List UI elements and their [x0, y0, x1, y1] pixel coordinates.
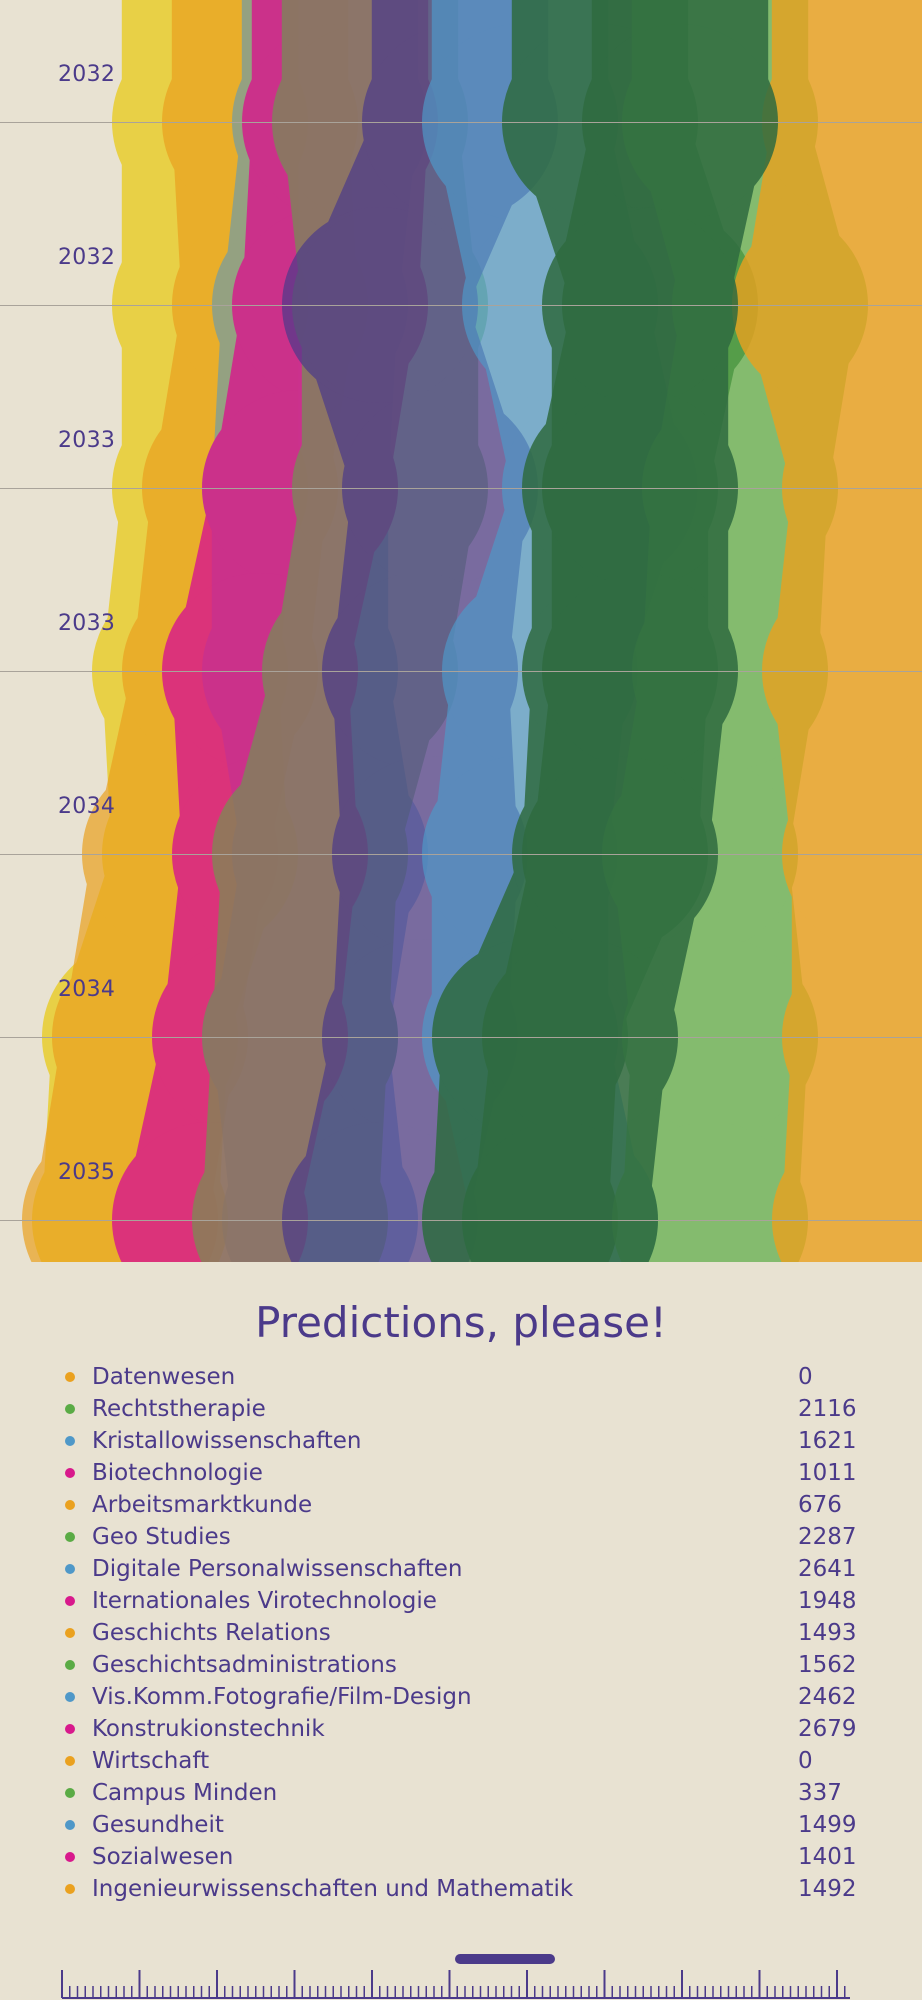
legend-value: 1499 — [798, 1812, 857, 1838]
legend-item[interactable]: Konstrukionstechnik 2679 — [60, 1714, 860, 1746]
legend-dot-icon — [65, 1884, 75, 1894]
legend-value: 0 — [798, 1748, 813, 1774]
grid-line — [0, 122, 922, 123]
legend-item[interactable]: Wirtschaft 0 — [60, 1746, 860, 1778]
legend-value: 1401 — [798, 1844, 857, 1870]
legend-dot-icon — [65, 1596, 75, 1606]
legend-value: 2462 — [798, 1684, 857, 1710]
legend-label: Iternationales Virotechnologie — [92, 1588, 437, 1614]
stream-svg — [22, 0, 922, 1262]
legend-value: 2641 — [798, 1556, 857, 1582]
year-label: 2033 — [58, 428, 116, 453]
year-label: 2033 — [58, 611, 116, 636]
legend-label: Datenwesen — [92, 1364, 236, 1390]
legend-dot-icon — [65, 1404, 75, 1414]
legend-value: 1948 — [798, 1588, 857, 1614]
legend-item[interactable]: Vis.Komm.Fotografie/Film-Design 2462 — [60, 1682, 860, 1714]
year-label: 2034 — [58, 794, 116, 819]
legend-label: Sozialwesen — [92, 1844, 234, 1870]
year-label: 2032 — [58, 245, 116, 270]
legend-dot-icon — [65, 1820, 75, 1830]
year-label: 2035 — [58, 1160, 116, 1185]
legend-label: Ingenieurwissenschaften und Mathematik — [92, 1876, 574, 1902]
legend-label: Wirtschaft — [92, 1748, 210, 1774]
legend-item[interactable]: Ingenieurwissenschaften und Mathematik 14… — [60, 1874, 860, 1906]
legend-label: Geo Studies — [92, 1524, 231, 1550]
legend-item[interactable]: Sozialwesen 1401 — [60, 1842, 860, 1874]
grid-line — [0, 305, 922, 306]
grid-line — [0, 854, 922, 855]
legend-dot-icon — [65, 1724, 75, 1734]
legend-dot-icon — [65, 1788, 75, 1798]
legend-value: 2679 — [798, 1716, 857, 1742]
legend-dot-icon — [65, 1468, 75, 1478]
legend-label: Arbeitsmarktkunde — [92, 1492, 313, 1518]
legend-label: Kristallowissenschaften — [92, 1428, 362, 1454]
timeline-scrubber[interactable] — [0, 1940, 922, 2000]
legend-label: Digitale Personalwissenschaften — [92, 1556, 463, 1582]
legend-value: 2116 — [798, 1396, 857, 1422]
legend-item[interactable]: Iternationales Virotechnologie 1948 — [60, 1586, 860, 1618]
legend-value: 1011 — [798, 1460, 857, 1486]
legend-dot-icon — [65, 1532, 75, 1542]
legend-item[interactable]: Geschichtsadministrations 1562 — [60, 1650, 860, 1682]
legend-value: 676 — [798, 1492, 842, 1518]
legend-label: Geschichts Relations — [92, 1620, 331, 1646]
legend-dot-icon — [65, 1500, 75, 1510]
legend-value: 0 — [798, 1364, 813, 1390]
legend-dot-icon — [65, 1660, 75, 1670]
grid-line — [0, 488, 922, 489]
legend-dot-icon — [65, 1372, 75, 1382]
grid-line — [0, 1220, 922, 1221]
legend-dot-icon — [65, 1564, 75, 1574]
legend-value: 1493 — [798, 1620, 857, 1646]
legend-dot-icon — [65, 1692, 75, 1702]
page-title: Predictions, please! — [255, 1298, 667, 1347]
legend-item[interactable]: Digitale Personalwissenschaften 2641 — [60, 1554, 860, 1586]
timeline-handle[interactable] — [455, 1954, 555, 1964]
legend-item[interactable]: Biotechnologie 1011 — [60, 1458, 860, 1490]
legend-item[interactable]: Gesundheit 1499 — [60, 1810, 860, 1842]
legend-item[interactable]: Kristallowissenschaften 1621 — [60, 1426, 860, 1458]
legend-value: 1492 — [798, 1876, 857, 1902]
legend-label: Konstrukionstechnik — [92, 1716, 325, 1742]
legend-item[interactable]: Campus Minden 337 — [60, 1778, 860, 1810]
timeline-ruler[interactable] — [0, 1940, 922, 2000]
stream-node — [462, 1122, 658, 1262]
stream-node — [772, 1122, 922, 1262]
grid-line — [0, 1037, 922, 1038]
legend-dot-icon — [65, 1628, 75, 1638]
stream-visualization: 2032 2032 2033 2033 2034 2034 2035 — [0, 0, 922, 1262]
grid-line — [0, 671, 922, 672]
legend-value: 1621 — [798, 1428, 857, 1454]
legend-item[interactable]: Geschichts Relations 1493 — [60, 1618, 860, 1650]
legend-label: Biotechnologie — [92, 1460, 263, 1486]
legend-value: 337 — [798, 1780, 842, 1806]
year-label: 2034 — [58, 977, 116, 1002]
legend-dot-icon — [65, 1756, 75, 1766]
legend-label: Geschichtsadministrations — [92, 1652, 397, 1678]
legend-item[interactable]: Geo Studies 2287 — [60, 1522, 860, 1554]
legend-item[interactable]: Rechtstherapie 2116 — [60, 1394, 860, 1426]
year-label: 2032 — [58, 62, 116, 87]
legend-item[interactable]: Arbeitsmarktkunde 676 — [60, 1490, 860, 1522]
legend-label: Campus Minden — [92, 1780, 278, 1806]
legend-value: 2287 — [798, 1524, 857, 1550]
legend-item[interactable]: Datenwesen 0 — [60, 1362, 860, 1394]
legend-label: Rechtstherapie — [92, 1396, 266, 1422]
legend-value: 1562 — [798, 1652, 857, 1678]
stream-node — [612, 1122, 808, 1262]
legend-label: Gesundheit — [92, 1812, 224, 1838]
legend-dot-icon — [65, 1436, 75, 1446]
legend: Datenwesen 0 Rechtstherapie 2116 Kristallo… — [60, 1362, 860, 1906]
legend-label: Vis.Komm.Fotografie/Film-Design — [92, 1684, 472, 1710]
legend-dot-icon — [65, 1852, 75, 1862]
